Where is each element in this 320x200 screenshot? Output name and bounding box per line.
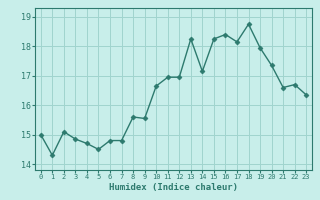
X-axis label: Humidex (Indice chaleur): Humidex (Indice chaleur) xyxy=(109,183,238,192)
